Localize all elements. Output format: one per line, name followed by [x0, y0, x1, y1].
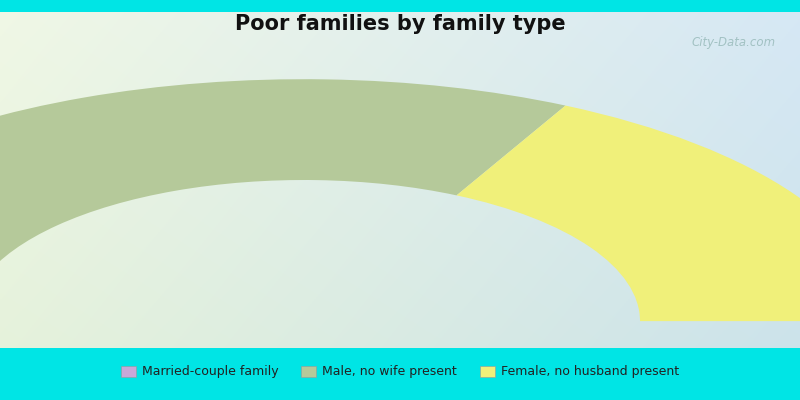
Text: City-Data.com: City-Data.com: [692, 36, 776, 48]
Legend: Married-couple family, Male, no wife present, Female, no husband present: Married-couple family, Male, no wife pre…: [116, 360, 684, 384]
Wedge shape: [457, 106, 800, 321]
Text: Poor families by family type: Poor families by family type: [234, 14, 566, 34]
Wedge shape: [0, 79, 566, 278]
